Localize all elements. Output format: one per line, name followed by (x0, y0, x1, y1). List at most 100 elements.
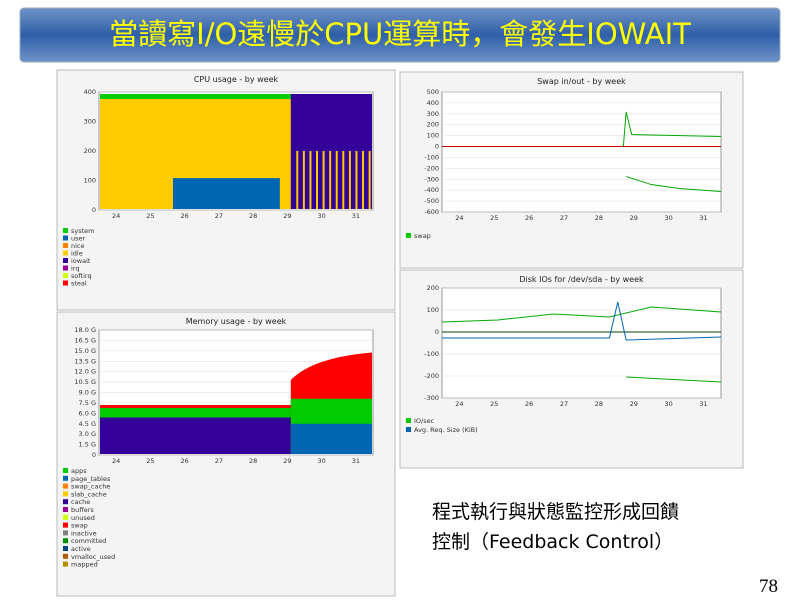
line-trace (441, 306, 722, 323)
x-tick-label: 27 (215, 457, 223, 465)
area (172, 178, 280, 209)
area (362, 151, 365, 209)
legend-label: active (71, 545, 91, 553)
y-tick-label: -500 (424, 197, 439, 205)
legend-swatch (63, 483, 68, 489)
y-tick-label: 200 (427, 121, 439, 129)
x-tick-label: 28 (249, 457, 257, 465)
y-tick-label: 18.0 G (74, 326, 96, 334)
caption-line: 程式執行與狀態監控形成回饋 (432, 501, 679, 523)
legend-label: cache (71, 498, 90, 506)
area (368, 151, 371, 209)
y-tick-label: -400 (424, 186, 439, 194)
legend-swatch (63, 468, 68, 473)
legend-label: idle (71, 250, 83, 258)
title-banner (19, 7, 781, 63)
x-tick-label: 30 (665, 214, 673, 222)
y-tick-label: 0 (435, 143, 439, 151)
legend-swatch (63, 258, 68, 263)
legend-swatch (63, 538, 68, 544)
plot-area (441, 91, 722, 213)
legend-swatch (63, 250, 68, 256)
legend-label: page_tables (71, 475, 111, 483)
legend-swatch (63, 475, 68, 481)
legend-swatch (406, 418, 411, 423)
legend-label: swap (71, 522, 88, 530)
x-tick-label: 30 (317, 212, 325, 220)
area (100, 94, 292, 99)
x-tick-label: 24 (455, 400, 463, 408)
y-tick-label: -200 (424, 372, 439, 380)
panel-title: Disk IOs for /dev/sda - by week (519, 275, 644, 284)
legend-swatch (63, 514, 68, 520)
legend-label: iowait (71, 257, 91, 265)
area (100, 405, 292, 408)
page-number: 78 (759, 576, 778, 597)
x-tick-label: 29 (283, 457, 291, 465)
legend-label: system (71, 227, 95, 235)
y-tick-label: 400 (427, 99, 439, 107)
legend-label: vmalloc_used (71, 553, 115, 561)
legend-label: softirq (71, 272, 92, 280)
line-trace (622, 111, 722, 147)
panel-title: Memory usage - by week (186, 317, 287, 326)
x-tick-label: 29 (283, 212, 291, 220)
legend-swatch (63, 491, 68, 497)
line-trace (625, 176, 722, 193)
y-tick-label: 16.5 G (74, 336, 96, 344)
y-tick-label: 10.5 G (74, 378, 96, 386)
x-tick-label: 26 (525, 400, 533, 408)
legend-label: nice (71, 242, 85, 250)
legend-label: swap (414, 232, 431, 240)
line-trace (442, 301, 722, 341)
x-tick-label: 28 (595, 400, 603, 408)
x-tick-label: 27 (560, 400, 568, 408)
panel-title: Swap in/out - by week (537, 77, 626, 86)
legend-swatch (63, 499, 68, 505)
legend-swatch (63, 280, 68, 286)
area (296, 151, 299, 209)
legend-label: inactive (71, 529, 97, 537)
y-tick-label: 0 (435, 328, 439, 336)
x-tick-label: 27 (560, 214, 568, 222)
y-tick-label: 3.0 G (79, 430, 96, 438)
area (290, 423, 372, 454)
y-tick-label: 100 (427, 306, 439, 314)
x-tick-label: 31 (352, 212, 360, 220)
x-tick-label: 27 (215, 212, 223, 220)
x-tick-label: 25 (490, 400, 498, 408)
legend-swatch (63, 553, 68, 559)
legend-swatch (406, 233, 411, 238)
y-tick-label: 300 (427, 110, 439, 118)
legend-label: buffers (71, 506, 94, 514)
y-tick-label: 400 (84, 88, 96, 96)
legend-swatch (63, 235, 68, 241)
x-tick-label: 26 (180, 457, 188, 465)
y-tick-label: 4.5 G (79, 420, 96, 428)
area (100, 407, 292, 418)
x-tick-label: 31 (699, 400, 707, 408)
legend-label: swap_cache (71, 483, 110, 491)
legend-swatch (63, 561, 68, 567)
x-tick-label: 26 (180, 212, 188, 220)
legend-swatch (406, 427, 411, 432)
x-tick-label: 25 (146, 212, 154, 220)
legend-label: user (71, 235, 86, 243)
legend-swatch (63, 522, 68, 528)
x-tick-label: 26 (525, 214, 533, 222)
y-tick-label: 100 (84, 177, 96, 185)
area (342, 151, 345, 209)
area (322, 151, 325, 209)
x-tick-label: 31 (352, 457, 360, 465)
legend-label: mapped (71, 561, 98, 569)
area (335, 151, 338, 209)
y-tick-label: -200 (424, 164, 439, 172)
y-tick-label: -300 (424, 394, 439, 402)
x-tick-label: 29 (630, 400, 638, 408)
legend-label: irq (71, 265, 80, 273)
line-trace (626, 376, 722, 383)
x-tick-label: 28 (595, 214, 603, 222)
y-tick-label: 200 (427, 284, 439, 292)
x-tick-label: 24 (112, 212, 120, 220)
